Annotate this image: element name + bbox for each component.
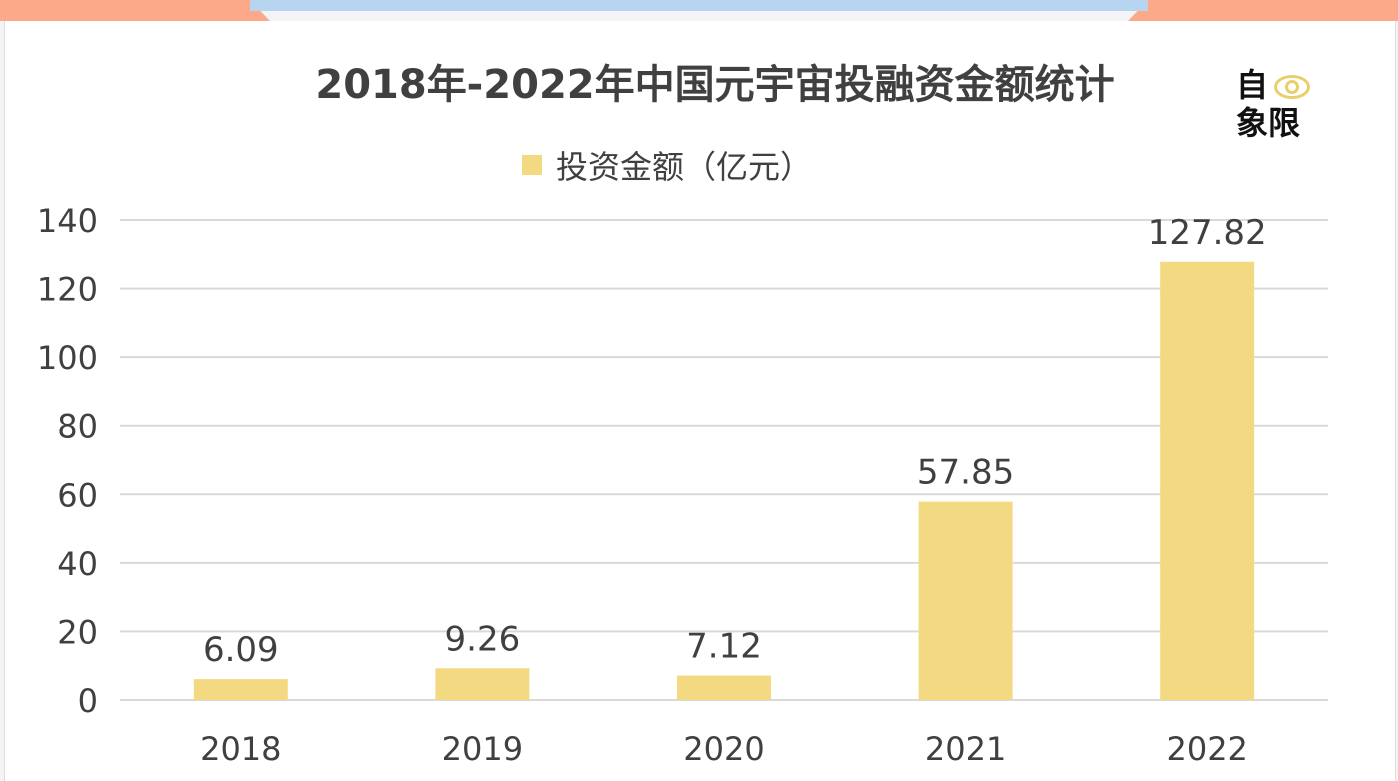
bar (918, 501, 1013, 700)
bar (677, 675, 771, 700)
legend-label: 投资金额（亿元） (556, 148, 813, 186)
data-label: 7.12 (686, 627, 762, 667)
y-tick-label: 120 (37, 271, 98, 309)
decor-bar (250, 0, 1148, 11)
chart-title: 2018年-2022年中国元宇宙投融资金额统计 (315, 62, 1115, 108)
x-tick-label: 2021 (925, 730, 1006, 768)
data-label: 9.26 (445, 619, 521, 659)
legend-swatch (522, 155, 542, 175)
y-tick-label: 40 (57, 545, 98, 583)
x-tick-label: 2022 (1166, 730, 1247, 768)
y-tick-label: 80 (57, 408, 98, 446)
legend: 投资金额（亿元） (522, 142, 812, 188)
eye-icon (1274, 75, 1311, 99)
y-tick-label: 100 (37, 339, 98, 377)
x-tick-label: 2020 (683, 730, 764, 768)
data-label: 6.09 (203, 630, 279, 670)
x-tick-label: 2019 (442, 730, 523, 768)
y-tick-label: 60 (57, 476, 98, 514)
y-tick-label: 0 (78, 682, 98, 720)
logo: 自象限 (1236, 66, 1311, 142)
bar (193, 679, 288, 700)
x-tick-label: 2018 (200, 730, 281, 768)
y-tick-label: 140 (37, 202, 98, 240)
decor-left (0, 0, 270, 21)
data-label: 127.82 (1148, 213, 1267, 253)
y-tick-label: 20 (57, 613, 98, 651)
bar (435, 668, 530, 700)
decor-right (1128, 0, 1398, 21)
data-label: 57.85 (917, 453, 1014, 493)
bar (1160, 261, 1255, 700)
